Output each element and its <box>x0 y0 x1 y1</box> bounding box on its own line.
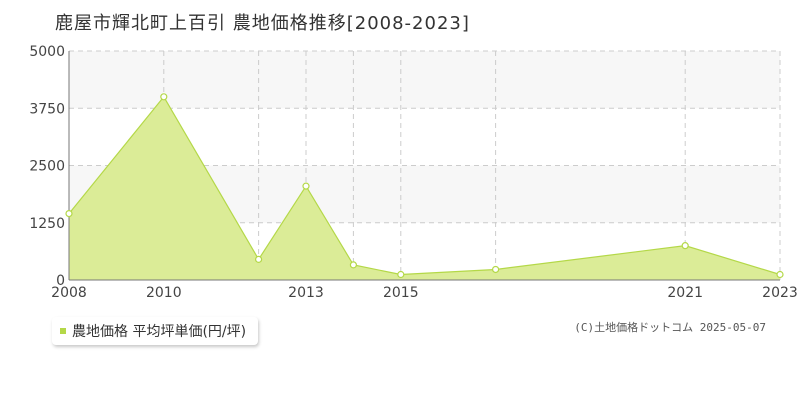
x-tick-label: 2015 <box>383 285 419 301</box>
data-point <box>492 265 500 274</box>
legend: 農地価格 平均坪単価(円/坪) <box>52 317 259 345</box>
data-point <box>349 261 357 269</box>
x-tick-label: 2010 <box>146 285 182 301</box>
y-tick-label: 1250 <box>29 216 65 232</box>
data-point <box>255 255 263 263</box>
copyright-text: (C)土地価格ドットコム 2025-05-07 <box>574 321 766 334</box>
data-points <box>65 93 784 279</box>
data-point <box>681 242 689 250</box>
x-tick-label: 2008 <box>51 285 87 301</box>
x-tick-label: 2021 <box>667 285 703 301</box>
legend-label: 農地価格 平均坪単価(円/坪) <box>72 324 247 340</box>
y-tick-labels: 0 1250 2500 3750 5000 <box>29 44 65 289</box>
y-tick-label: 3750 <box>29 101 65 117</box>
chart-title: 鹿屋市輝北町上百引 農地価格推移[2008-2023] <box>55 13 470 34</box>
y-tick-label: 5000 <box>29 44 65 60</box>
y-tick-label: 2500 <box>29 159 65 175</box>
x-tick-labels: 2008 2010 2013 2015 2021 2023 <box>51 285 798 301</box>
data-point <box>776 270 784 279</box>
x-tick-label: 2023 <box>762 285 798 301</box>
data-point <box>397 270 405 279</box>
data-point <box>65 209 73 218</box>
x-tick-label: 2013 <box>288 285 324 301</box>
legend-swatch <box>60 328 66 334</box>
band <box>69 51 780 109</box>
data-point <box>160 93 168 101</box>
data-point <box>302 182 310 190</box>
y-tick-label: 0 <box>56 273 65 289</box>
series-area <box>69 96 780 280</box>
